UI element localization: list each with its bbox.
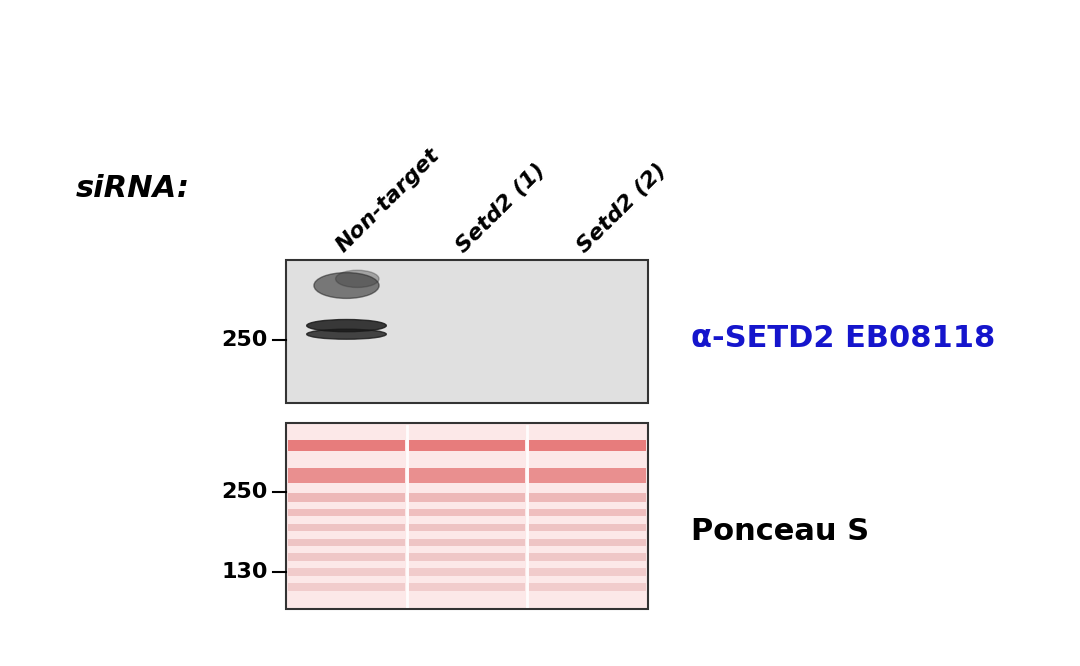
Text: Setd2 (1): Setd2 (1) xyxy=(453,160,550,256)
Ellipse shape xyxy=(307,329,387,339)
Bar xyxy=(409,440,525,451)
Bar xyxy=(529,583,646,591)
Bar xyxy=(409,523,525,531)
Text: 250: 250 xyxy=(221,482,268,502)
Bar xyxy=(288,568,405,576)
Text: Ponceau S: Ponceau S xyxy=(691,517,869,545)
Ellipse shape xyxy=(314,272,379,298)
Bar xyxy=(529,539,646,546)
Bar xyxy=(288,523,405,531)
Bar xyxy=(409,509,525,516)
Bar xyxy=(286,423,648,609)
Ellipse shape xyxy=(307,320,387,332)
Text: Setd2 (2): Setd2 (2) xyxy=(573,160,671,256)
Bar xyxy=(288,583,405,591)
Text: Non-target: Non-target xyxy=(333,145,444,256)
Bar xyxy=(529,553,646,561)
Bar xyxy=(409,493,525,502)
Bar xyxy=(529,493,646,502)
Bar xyxy=(529,509,646,516)
Bar xyxy=(529,468,646,483)
Bar xyxy=(286,260,648,403)
Bar xyxy=(288,440,405,451)
Text: siRNA:: siRNA: xyxy=(76,174,190,203)
Bar xyxy=(409,568,525,576)
Text: 130: 130 xyxy=(221,562,268,582)
Bar xyxy=(288,553,405,561)
Bar xyxy=(288,539,405,546)
Bar xyxy=(529,440,646,451)
Bar xyxy=(288,493,405,502)
Text: 250: 250 xyxy=(221,330,268,350)
Bar xyxy=(409,539,525,546)
Bar xyxy=(529,568,646,576)
Bar xyxy=(409,583,525,591)
Bar xyxy=(529,523,646,531)
Bar xyxy=(288,468,405,483)
Bar xyxy=(409,553,525,561)
Bar xyxy=(409,468,525,483)
Text: α-SETD2 EB08118: α-SETD2 EB08118 xyxy=(691,324,996,353)
Bar xyxy=(288,509,405,516)
Ellipse shape xyxy=(336,270,379,288)
